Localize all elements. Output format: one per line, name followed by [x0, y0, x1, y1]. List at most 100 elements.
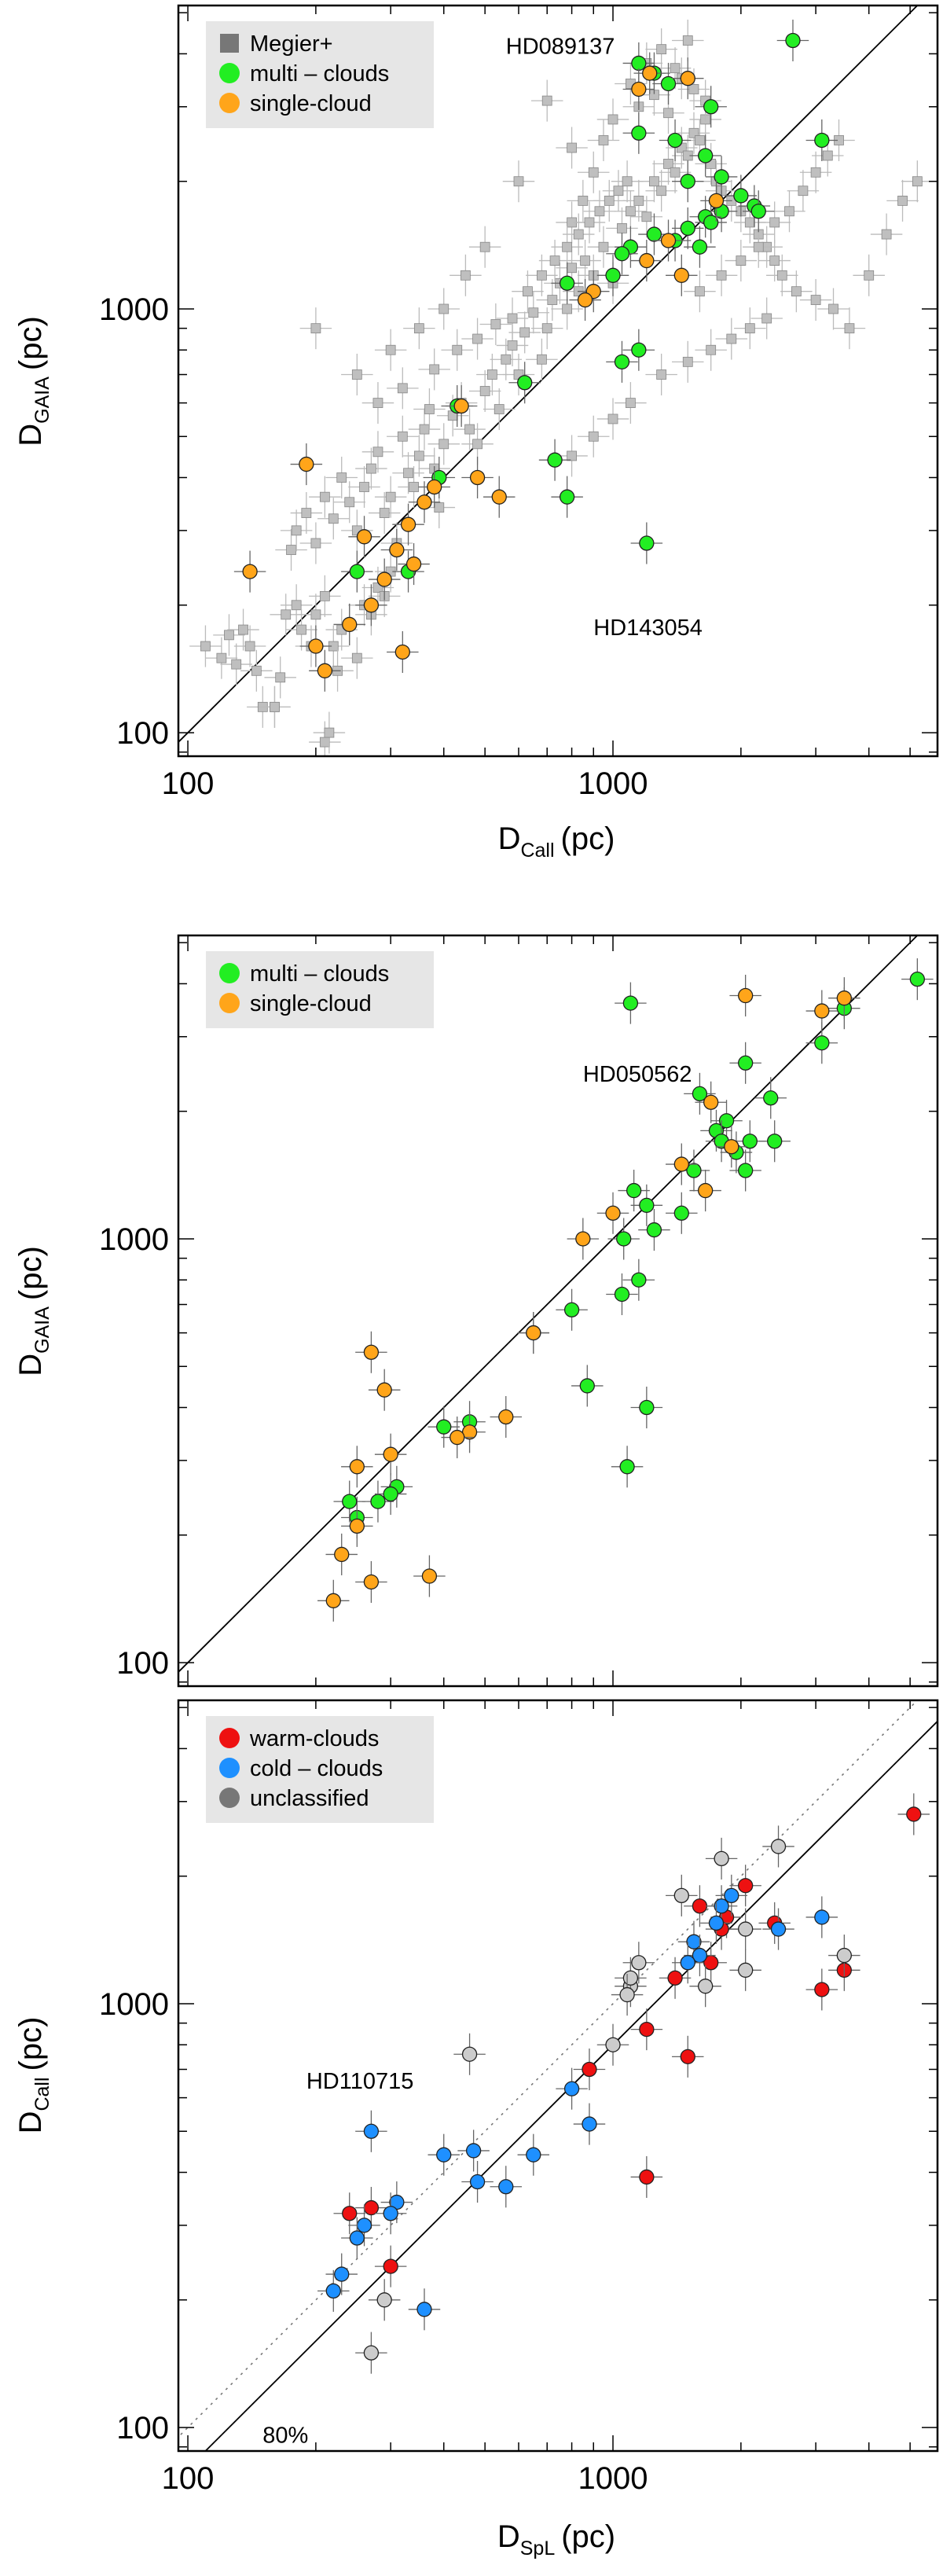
data-point — [784, 206, 794, 217]
data-point — [224, 630, 234, 641]
data-point — [498, 2179, 514, 2195]
data-point — [479, 386, 490, 396]
data-point — [472, 439, 483, 450]
data-point — [436, 2147, 452, 2163]
data-point — [631, 342, 647, 358]
tick-marks — [178, 935, 937, 1686]
data-point — [541, 95, 552, 106]
data-point — [376, 2292, 392, 2308]
data-point — [692, 239, 708, 255]
data-point — [836, 1947, 852, 1964]
data-point — [328, 513, 339, 524]
data-point — [291, 525, 302, 536]
data-point — [251, 665, 262, 676]
data-point — [619, 1459, 635, 1475]
data-point — [351, 652, 362, 663]
y-tick-label: 1000 — [99, 1987, 169, 2022]
data-point — [716, 270, 727, 281]
data-point — [575, 1231, 591, 1247]
data-point — [649, 176, 659, 187]
data-point — [639, 2169, 655, 2185]
data-point — [573, 229, 584, 240]
data-point — [363, 1574, 380, 1590]
data-point — [682, 35, 693, 46]
data-point — [744, 217, 755, 228]
data-point — [594, 206, 605, 217]
data-point — [614, 1286, 630, 1303]
data-point — [419, 424, 430, 435]
data-point — [714, 1898, 729, 1914]
data-point — [385, 344, 396, 355]
data-point — [567, 450, 577, 461]
data-point — [275, 672, 286, 683]
data-point — [559, 489, 575, 505]
data-point — [461, 2046, 478, 2062]
data-point — [724, 1887, 739, 1904]
data-point — [686, 1934, 702, 1949]
y-axis-label: DCall(pc) — [13, 2017, 53, 2134]
data-point — [897, 195, 908, 206]
data-point — [366, 463, 376, 474]
data-point — [742, 1134, 758, 1149]
data-point — [349, 564, 365, 579]
data-point — [680, 2049, 695, 2064]
legend-label: warm-clouds — [249, 1726, 379, 1751]
data-point — [692, 1086, 708, 1102]
data-point — [460, 270, 471, 281]
data-point — [616, 1231, 632, 1247]
data-point — [598, 135, 609, 145]
data-point — [605, 267, 621, 283]
data-point — [605, 1205, 621, 1221]
data-point — [680, 71, 695, 86]
data-point — [673, 1156, 689, 1172]
data-point — [614, 246, 630, 262]
legend-label: multi – clouds — [250, 961, 389, 987]
data-point — [526, 2147, 541, 2163]
data-point — [698, 148, 714, 164]
data-point — [682, 356, 693, 367]
data-point — [351, 369, 362, 380]
data-point — [547, 452, 563, 468]
data-point — [567, 142, 577, 153]
tick-marks — [178, 6, 937, 756]
data-point — [660, 75, 677, 92]
data-point — [639, 2021, 655, 2038]
data-point — [383, 2206, 398, 2221]
plot-frame — [177, 1699, 939, 2453]
data-point — [744, 323, 755, 334]
data-point — [317, 663, 333, 678]
data-point — [680, 1955, 695, 1971]
data-point — [736, 255, 747, 266]
data-point — [670, 167, 681, 178]
data-point — [363, 1344, 380, 1360]
x-axis-label: DCall (pc) — [498, 821, 615, 862]
data-point — [325, 1593, 341, 1608]
data-point — [528, 307, 539, 318]
panel-bottom-call-vs-spl: warm-clouds cold – clouds unclassified DCa… — [13, 1699, 939, 2559]
data-point — [342, 1494, 358, 1509]
data-point — [319, 737, 330, 748]
plot-frame — [177, 4, 939, 758]
data-point — [486, 369, 497, 380]
legend-box — [206, 21, 434, 128]
reference-line-one-to-one — [178, 1700, 919, 2438]
data-point — [238, 624, 248, 635]
reference-line-eighty-percent — [204, 1720, 937, 2451]
data-point — [605, 2037, 621, 2052]
data-point — [698, 1182, 714, 1199]
plot-area — [178, 6, 934, 756]
legend-marker — [219, 93, 240, 113]
data-point — [490, 319, 501, 329]
data-point — [750, 204, 766, 219]
data-point — [582, 2061, 597, 2078]
data-point — [695, 286, 705, 297]
data-point — [619, 1986, 635, 2003]
data-point — [798, 186, 809, 197]
data-point — [626, 398, 636, 408]
data-point — [673, 1887, 689, 1904]
plot-area — [178, 1700, 937, 2451]
data-point — [416, 494, 432, 510]
data-point — [310, 323, 321, 334]
data-point — [507, 313, 518, 324]
data-point — [814, 132, 830, 149]
